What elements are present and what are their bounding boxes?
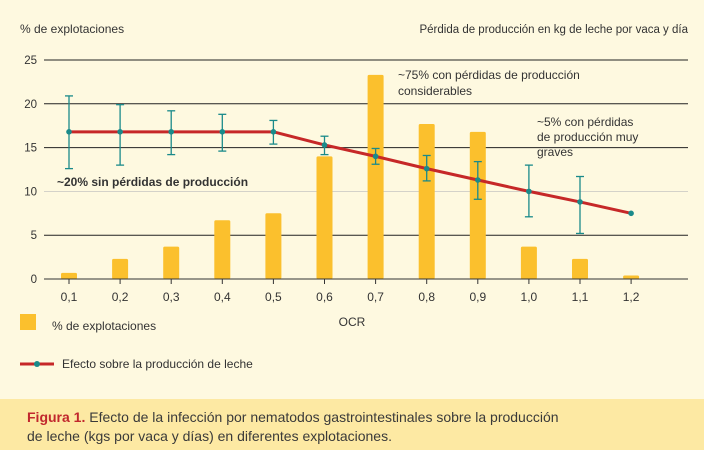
caption-label: Figura 1. — [27, 409, 86, 425]
line-point — [321, 142, 328, 148]
line-point — [577, 199, 583, 205]
line-point — [270, 129, 277, 135]
line-point — [526, 188, 532, 195]
line-point — [628, 210, 634, 217]
legend-bar-swatch — [20, 314, 36, 330]
annotation-severe-line3: graves — [537, 145, 573, 159]
y-tick-label: 0 — [31, 274, 37, 286]
x-tick-label: 1,0 — [521, 290, 538, 304]
annotation-severe-line2: de producción muy — [537, 130, 638, 144]
bar — [418, 123, 435, 279]
caption-body: Efecto de la infección por nematodos gas… — [27, 409, 559, 444]
bar-line-chart: 0 5 10 15 20 25 0,1 0,2 0,3 0,4 0,5 0,6 0,7 0,8 0,9 1,0… — [20, 22, 689, 371]
x-tick-label: 0,7 — [367, 290, 384, 304]
x-tick-label: 1,2 — [623, 290, 640, 304]
bar-series — [61, 74, 640, 279]
x-tick-label: 0,4 — [214, 290, 231, 304]
annotation-no-loss-line: ~20% sin pérdidas de producción — [57, 175, 248, 189]
bar — [572, 258, 588, 279]
bar — [316, 156, 333, 279]
bar — [367, 74, 384, 279]
annotations: ~20% sin pérdidas de producción ~75% con… — [57, 68, 642, 189]
x-axis-label: OCR — [339, 315, 366, 329]
legend-line-marker — [34, 361, 40, 367]
x-tick-label: 0,3 — [163, 290, 180, 304]
bar — [214, 220, 231, 279]
annotation-severe-loss: ~5% con pérdidas de producción muy grave… — [537, 115, 642, 159]
y-tick-label: 10 — [24, 186, 37, 198]
x-tick-label: 0,6 — [316, 290, 333, 304]
x-tick-label: 0,2 — [112, 290, 129, 304]
legend-line-label: Efecto sobre la producción de leche — [62, 357, 253, 371]
effect-line — [69, 130, 632, 215]
line-point — [117, 129, 123, 135]
bar — [520, 246, 537, 279]
axes: 0 5 10 15 20 25 0,1 0,2 0,3 0,4 0,5 0,6 0,7 0,8 0,9 1,0… — [24, 55, 688, 304]
line-point — [66, 129, 72, 135]
y-tick-label: 20 — [24, 99, 37, 111]
error-bars — [65, 95, 584, 235]
line-point — [423, 165, 430, 172]
legend: % de explotaciones Efecto sobre la produ… — [20, 314, 253, 371]
grid-lines — [44, 59, 688, 236]
x-tick-label: 1,1 — [572, 290, 589, 304]
x-tick-label: 0,5 — [265, 290, 282, 304]
x-tick-label: 0,8 — [418, 290, 435, 304]
line-point — [219, 129, 226, 135]
annotation-considerable-line2: considerables — [398, 84, 472, 98]
line-point — [168, 129, 174, 135]
axis-labels: % de explotaciones Pérdida de producción… — [20, 22, 689, 329]
bar — [112, 258, 129, 279]
figure-caption: Figura 1. Efecto de la infección por nem… — [0, 399, 704, 450]
annotation-severe-line1: ~5% con pérdidas — [537, 115, 633, 129]
line-point — [372, 153, 379, 160]
caption-text: Figura 1. Efecto de la infección por nem… — [27, 408, 647, 446]
annotation-no-loss: ~20% sin pérdidas de producción — [57, 175, 248, 189]
bar — [61, 272, 77, 279]
y-axis-label-right: Pérdida de producción en kg de leche por… — [419, 24, 688, 36]
y-tick-label: 25 — [24, 55, 37, 67]
y-tick-label: 5 — [31, 230, 37, 242]
annotation-considerable-line1: ~75% con pérdidas de producción — [398, 68, 580, 82]
line-series — [66, 129, 634, 217]
y-axis-label-left: % de explotaciones — [20, 22, 124, 36]
legend-bar-label: % de explotaciones — [52, 319, 156, 333]
bar — [265, 213, 282, 279]
line-point — [475, 177, 481, 183]
x-tick-label: 0,9 — [469, 290, 486, 304]
annotation-considerable-loss: ~75% con pérdidas de producción consider… — [398, 68, 583, 98]
bar — [469, 131, 486, 279]
y-tick-label: 15 — [24, 143, 37, 155]
bar — [163, 246, 180, 279]
x-tick-label: 0,1 — [61, 290, 78, 304]
bar — [623, 275, 640, 279]
